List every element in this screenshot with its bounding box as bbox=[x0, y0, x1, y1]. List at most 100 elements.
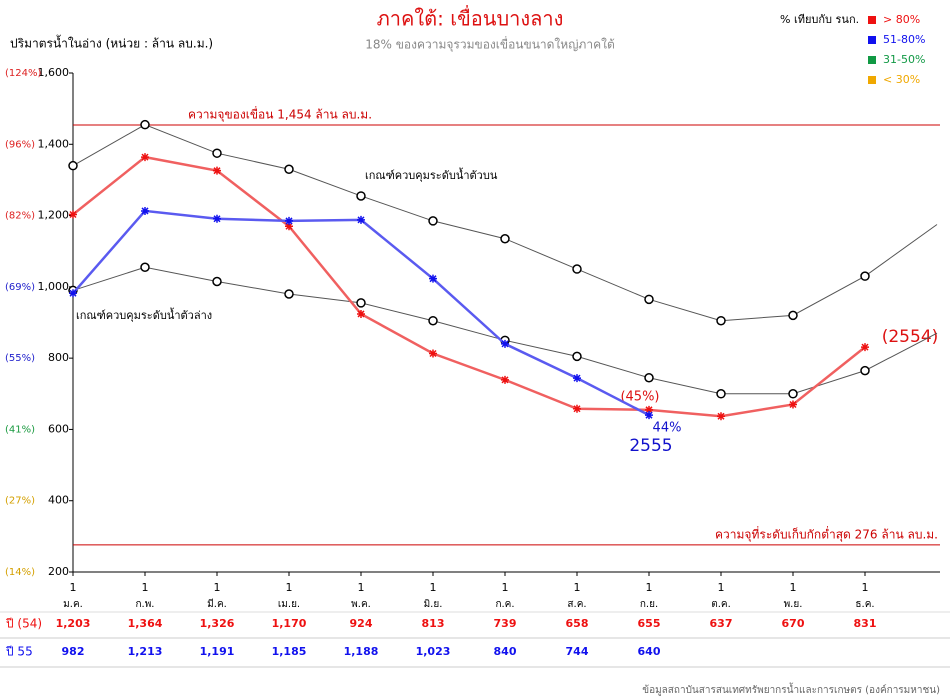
star-marker bbox=[213, 166, 221, 175]
x-tick-label: ก.ย. bbox=[640, 599, 658, 610]
y-tick-label: 800 bbox=[48, 351, 69, 364]
star-marker bbox=[69, 289, 77, 298]
x-tick-label: ต.ค. bbox=[711, 599, 731, 610]
rule-marker bbox=[788, 389, 798, 399]
rule-marker bbox=[140, 119, 150, 130]
table-value: 1,188 bbox=[344, 645, 379, 658]
x-day-label: 1 bbox=[718, 581, 725, 594]
y-tick-label: 1,400 bbox=[38, 137, 70, 150]
rule-curve-label: เกณฑ์ควบคุมระดับน้ำตัวล่าง bbox=[76, 307, 212, 322]
rule-marker bbox=[860, 271, 870, 281]
rule-marker bbox=[140, 262, 150, 273]
series-line bbox=[72, 155, 866, 418]
table-value: 1,213 bbox=[128, 645, 163, 658]
star-marker bbox=[501, 339, 509, 348]
rule-marker bbox=[572, 351, 582, 362]
star-marker bbox=[357, 309, 365, 318]
rule-marker bbox=[212, 148, 222, 158]
table-value: 1,364 bbox=[128, 617, 163, 630]
table-value: 1,170 bbox=[272, 617, 307, 630]
row-label: ปี 55 bbox=[5, 645, 32, 659]
legend-swatch bbox=[868, 16, 876, 24]
percent-label: (69%) bbox=[5, 282, 35, 293]
y-tick-label: 1,600 bbox=[38, 66, 70, 79]
table-value: 655 bbox=[638, 617, 661, 630]
x-tick-label: ม.ค. bbox=[63, 599, 83, 610]
y-tick-label: 1,000 bbox=[38, 280, 70, 293]
y-tick-label: 1,200 bbox=[38, 209, 70, 222]
x-tick-label: มี.ค. bbox=[207, 598, 227, 610]
star-marker bbox=[645, 405, 653, 414]
star-marker bbox=[645, 411, 653, 420]
star-marker bbox=[573, 404, 581, 413]
annotation: 44% bbox=[653, 421, 682, 436]
row-label: ปี (54) bbox=[5, 617, 42, 631]
star-marker bbox=[285, 222, 293, 231]
percent-label: (14%) bbox=[5, 567, 35, 578]
rule-marker bbox=[644, 372, 654, 383]
table-value: 739 bbox=[494, 617, 517, 630]
table-value: 1,191 bbox=[200, 645, 235, 658]
annotation: (2554) bbox=[882, 327, 939, 347]
x-tick-label: ส.ค. bbox=[567, 599, 586, 610]
annotation: 2555 bbox=[629, 436, 672, 456]
x-day-label: 1 bbox=[214, 581, 221, 594]
legend-label: > 80% bbox=[883, 13, 920, 26]
percent-label: (27%) bbox=[5, 496, 35, 507]
legend-swatch bbox=[868, 36, 876, 44]
star-marker bbox=[861, 343, 869, 352]
chart-title: ภาคใต้: เขื่อนบางลาง bbox=[377, 5, 564, 31]
x-tick-label: มิ.ย. bbox=[424, 599, 443, 610]
legend-label: < 30% bbox=[883, 73, 920, 86]
percent-label: (124%) bbox=[5, 68, 41, 79]
table-value: 744 bbox=[566, 645, 589, 658]
percent-label: (55%) bbox=[5, 353, 35, 364]
table-value: 640 bbox=[638, 645, 661, 658]
legend-label: 31-50% bbox=[883, 53, 925, 66]
rule-marker bbox=[284, 164, 294, 174]
percent-label: (96%) bbox=[5, 139, 35, 150]
x-day-label: 1 bbox=[286, 581, 293, 594]
rule-marker bbox=[356, 191, 366, 201]
table-value: 840 bbox=[494, 645, 517, 658]
rule-marker bbox=[356, 298, 366, 308]
star-marker bbox=[429, 274, 437, 283]
rule-marker bbox=[572, 264, 582, 274]
percent-label: (41%) bbox=[5, 424, 35, 435]
rule-marker bbox=[788, 310, 798, 321]
star-marker bbox=[285, 216, 293, 225]
x-day-label: 1 bbox=[646, 581, 653, 594]
x-tick-label: เม.ย. bbox=[278, 599, 300, 610]
y-tick-label: 600 bbox=[48, 422, 69, 435]
rule-marker bbox=[428, 216, 438, 226]
rule-marker bbox=[644, 294, 654, 305]
chart-subtitle: 18% ของความจุรวมของเขื่อนขนาดใหญ่ภาคใต้ bbox=[365, 36, 615, 53]
star-marker bbox=[429, 349, 437, 358]
star-marker bbox=[357, 215, 365, 224]
rule-marker bbox=[716, 389, 726, 399]
x-day-label: 1 bbox=[862, 581, 869, 594]
table-value: 670 bbox=[782, 617, 805, 630]
y-axis-label: ปริมาตรน้ำในอ่าง (หน่วย : ล้าน ลบ.ม.) bbox=[10, 35, 213, 51]
source: ข้อมูลสถาบันสารสนเทศทรัพยากรน้ำและการเกษ… bbox=[642, 682, 940, 696]
rule-marker bbox=[212, 276, 222, 287]
table-value: 637 bbox=[710, 617, 733, 630]
star-marker bbox=[501, 375, 509, 384]
table-value: 1,326 bbox=[200, 617, 235, 630]
x-day-label: 1 bbox=[430, 581, 437, 594]
x-day-label: 1 bbox=[142, 581, 149, 594]
star-marker bbox=[573, 374, 581, 383]
y-tick-label: 200 bbox=[48, 565, 69, 578]
percent-label: (82%) bbox=[5, 211, 35, 222]
x-tick-label: ก.ค. bbox=[495, 599, 514, 610]
rule-curve-label: เกณฑ์ควบคุมระดับน้ำตัวบน bbox=[365, 167, 498, 182]
x-day-label: 1 bbox=[790, 581, 797, 594]
x-tick-label: ก.พ. bbox=[135, 599, 154, 610]
rule-marker bbox=[68, 160, 78, 171]
star-marker bbox=[213, 214, 221, 223]
reference-label: ความจุที่ระดับเก็บกักต่ำสุด 276 ล้าน ลบ.… bbox=[715, 525, 938, 542]
star-marker bbox=[141, 206, 149, 215]
table-value: 1,203 bbox=[56, 617, 91, 630]
